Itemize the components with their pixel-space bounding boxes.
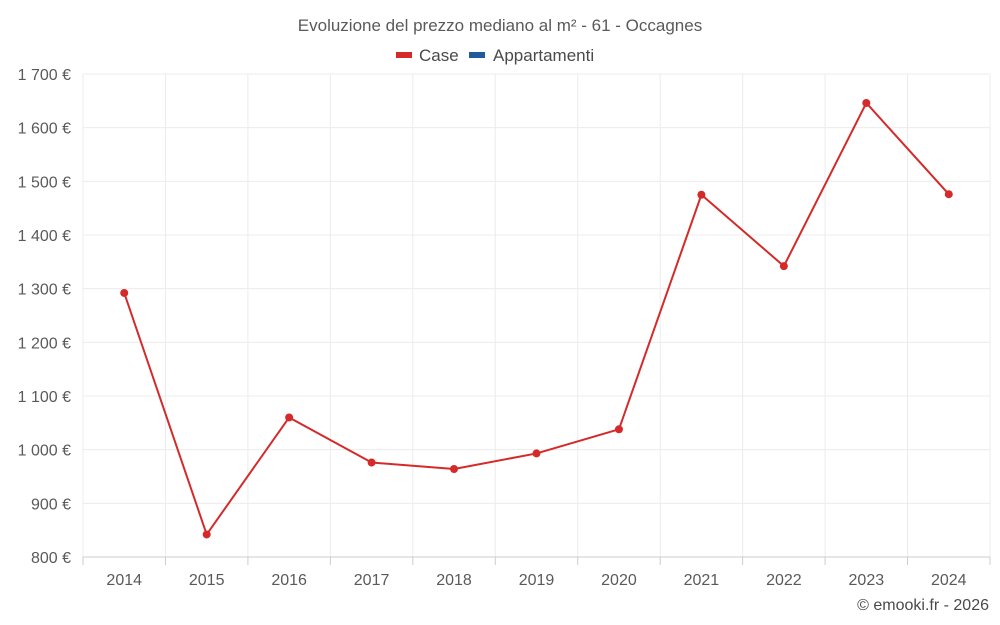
x-tick-label: 2016: [271, 572, 307, 589]
x-tick-label: 2017: [354, 572, 390, 589]
legend-swatch-case: [396, 52, 412, 58]
y-tick-label: 1 400 €: [18, 228, 71, 245]
data-point[interactable]: [532, 449, 541, 458]
y-tick-label: 1 300 €: [18, 282, 71, 299]
x-tick-label: 2024: [931, 572, 967, 589]
grid: [82, 73, 991, 557]
data-point[interactable]: [285, 413, 294, 422]
x-tick-label: 2019: [519, 572, 555, 589]
y-tick-label: 1 100 €: [18, 389, 71, 406]
legend-swatch-appartamenti: [469, 52, 485, 58]
y-tick-label: 800 €: [31, 550, 71, 567]
x-tick-label: 2015: [189, 572, 225, 589]
legend-label-case: Case: [419, 46, 459, 65]
data-point[interactable]: [862, 98, 871, 107]
y-tick-label: 900 €: [31, 496, 71, 513]
credit-text: © emooki.fr - 2026: [857, 597, 989, 614]
axes: 800 € 900 € 1 000 € 1 100 € 1 200 € 1 300 € 1 …: [18, 67, 991, 589]
legend-label-appartamenti: Appartamenti: [493, 46, 594, 65]
x-tick-label: 2020: [601, 572, 637, 589]
data-point[interactable]: [944, 190, 953, 199]
legend-item-case[interactable]: Case: [396, 46, 459, 65]
chart-title: Evoluzione del prezzo mediano al m² - 61…: [298, 16, 702, 35]
y-tick-label: 1 200 €: [18, 335, 71, 352]
y-tick-label: 1 700 €: [18, 67, 71, 84]
data-point[interactable]: [614, 425, 623, 434]
plot-area: [120, 98, 953, 539]
x-tick-label: 2022: [766, 572, 802, 589]
x-tick-label: 2023: [849, 572, 885, 589]
data-point[interactable]: [697, 190, 706, 199]
x-tick-label: 2014: [106, 572, 142, 589]
y-tick-label: 1 600 €: [18, 121, 71, 138]
y-tick-label: 1 000 €: [18, 443, 71, 460]
data-point[interactable]: [202, 530, 211, 539]
x-tick-label: 2021: [684, 572, 720, 589]
legend: Case Appartamenti: [396, 46, 594, 65]
x-tick-label: 2018: [436, 572, 472, 589]
legend-item-appartamenti[interactable]: Appartamenti: [469, 46, 594, 65]
data-point[interactable]: [450, 464, 459, 473]
y-tick-label: 1 500 €: [18, 174, 71, 191]
data-point[interactable]: [367, 458, 376, 467]
data-point[interactable]: [120, 288, 129, 297]
data-point[interactable]: [779, 262, 788, 271]
